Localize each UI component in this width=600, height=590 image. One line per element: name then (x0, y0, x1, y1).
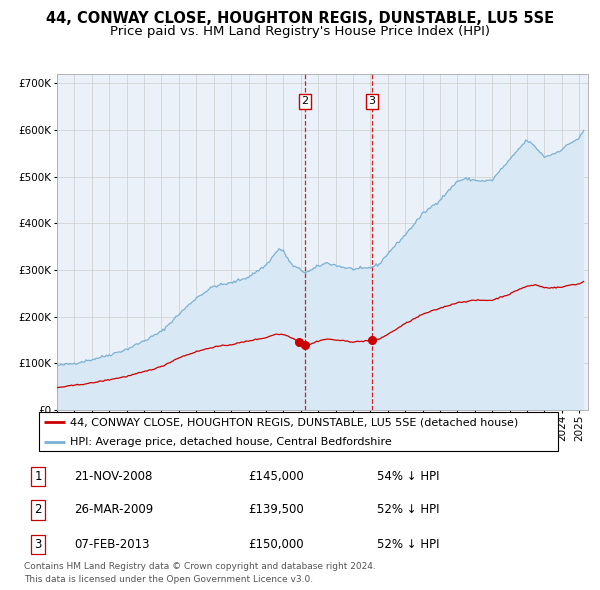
Text: 2: 2 (301, 96, 308, 106)
Text: £145,000: £145,000 (248, 470, 304, 483)
Text: 1: 1 (34, 470, 42, 483)
Text: Price paid vs. HM Land Registry's House Price Index (HPI): Price paid vs. HM Land Registry's House … (110, 25, 490, 38)
Text: 2: 2 (34, 503, 42, 516)
Text: £150,000: £150,000 (248, 538, 304, 551)
Text: 44, CONWAY CLOSE, HOUGHTON REGIS, DUNSTABLE, LU5 5SE (detached house): 44, CONWAY CLOSE, HOUGHTON REGIS, DUNSTA… (70, 417, 518, 427)
Text: 54% ↓ HPI: 54% ↓ HPI (377, 470, 440, 483)
Text: 44, CONWAY CLOSE, HOUGHTON REGIS, DUNSTABLE, LU5 5SE: 44, CONWAY CLOSE, HOUGHTON REGIS, DUNSTA… (46, 11, 554, 25)
Text: This data is licensed under the Open Government Licence v3.0.: This data is licensed under the Open Gov… (24, 575, 313, 584)
Text: 52% ↓ HPI: 52% ↓ HPI (377, 503, 440, 516)
Text: Contains HM Land Registry data © Crown copyright and database right 2024.: Contains HM Land Registry data © Crown c… (24, 562, 376, 571)
Text: 3: 3 (368, 96, 376, 106)
Text: £139,500: £139,500 (248, 503, 304, 516)
Text: 3: 3 (34, 538, 42, 551)
Text: HPI: Average price, detached house, Central Bedfordshire: HPI: Average price, detached house, Cent… (70, 437, 392, 447)
Text: 26-MAR-2009: 26-MAR-2009 (74, 503, 154, 516)
FancyBboxPatch shape (38, 412, 559, 451)
Text: 21-NOV-2008: 21-NOV-2008 (74, 470, 153, 483)
Text: 07-FEB-2013: 07-FEB-2013 (74, 538, 150, 551)
Text: 52% ↓ HPI: 52% ↓ HPI (377, 538, 440, 551)
